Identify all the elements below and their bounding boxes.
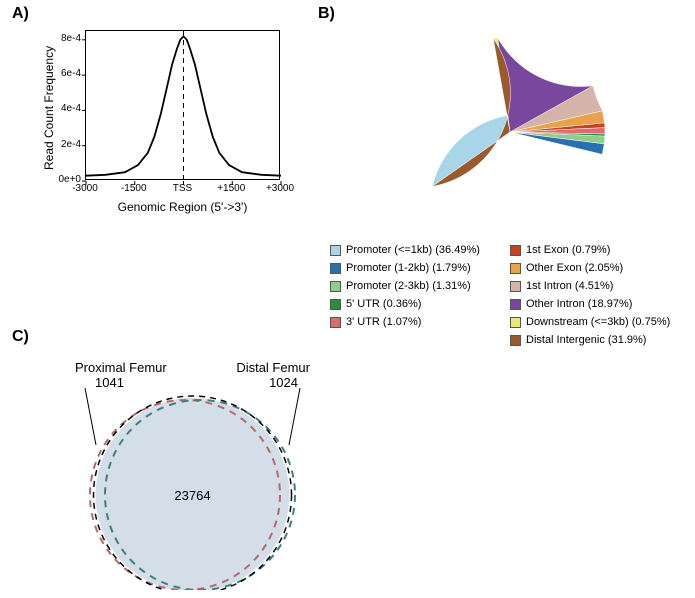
venn-holder: Proximal Femur Distal Femur 1041 1024 23764 [50,360,330,590]
legend-swatch [330,281,341,292]
legend-text: Promoter (2-3kb) (1.31%) [346,280,471,292]
legend-item: Promoter (2-3kb) (1.31%) [330,278,510,294]
venn-intersection: 23764 [174,488,210,503]
legend-text: Other Exon (2.05%) [526,262,623,274]
legend-item: 1st Intron (4.51%) [510,278,680,294]
legend-swatch [510,281,521,292]
legend-swatch [330,245,341,256]
legend-item: Other Intron (18.97%) [510,296,680,312]
legend-text: Promoter (1-2kb) (1.79%) [346,262,471,274]
legend-col-right: 1st Exon (0.79%) Other Exon (2.05%) 1st In… [510,242,680,348]
panel-a-label: A) [12,5,29,23]
legend-swatch [510,263,521,274]
legend-item: Downstream (<=3kb) (0.75%) [510,314,680,330]
panel-c: Proximal Femur Distal Femur 1041 1024 23764 [20,340,350,590]
legend-text: Promoter (<=1kb) (36.49%) [346,244,480,256]
xtick: -1500 [121,183,147,194]
panel-a-xlabel: Genomic Region (5'->3') [85,200,280,214]
panel-a: Read Count Frequency 0e+02e-44e-46e-48e-… [30,20,300,230]
xtick: -3000 [72,183,98,194]
legend-item: Promoter (<=1kb) (36.49%) [330,242,510,258]
venn-svg: Proximal Femur Distal Femur 1041 1024 23764 [50,360,330,590]
legend-swatch [330,299,341,310]
legend-text: Downstream (<=3kb) (0.75%) [526,316,670,328]
pie-holder [410,32,610,232]
venn-set1-only: 1041 [95,375,124,390]
legend-text: Distal Intergenic (31.9%) [526,334,646,346]
ytick: 8e-4 [46,33,81,44]
legend-item: Distal Intergenic (31.9%) [510,332,680,348]
legend-swatch [510,245,521,256]
venn-set1-name: Proximal Femur [75,360,167,375]
legend-item: Promoter (1-2kb) (1.79%) [330,260,510,276]
pie-legend: Promoter (<=1kb) (36.49%) Promoter (1-2kb… [330,242,680,348]
legend-text: 1st Intron (4.51%) [526,280,613,292]
legend-item: 5' UTR (0.36%) [330,296,510,312]
pie-svg [410,32,610,232]
legend-swatch [510,317,521,328]
panel-a-svg [86,31,281,181]
venn-set2-only: 1024 [269,375,298,390]
legend-item: 3' UTR (1.07%) [330,314,510,330]
legend-col-left: Promoter (<=1kb) (36.49%) Promoter (1-2kb… [330,242,510,348]
legend-swatch [510,299,521,310]
legend-text: 3' UTR (1.07%) [346,316,421,328]
venn-set2-name: Distal Femur [236,360,310,375]
xtick: +1500 [217,183,245,194]
ytick: 4e-4 [46,103,81,114]
panel-b: Promoter (<=1kb) (36.49%) Promoter (1-2kb… [330,12,680,322]
ytick: 2e-4 [46,139,81,150]
xtick: +3000 [266,183,294,194]
ytick: 6e-4 [46,68,81,79]
panel-a-plotbox [85,30,280,180]
legend-swatch [330,263,341,274]
legend-text: 1st Exon (0.79%) [526,244,610,256]
legend-text: Other Intron (18.97%) [526,298,632,310]
legend-item: 1st Exon (0.79%) [510,242,680,258]
legend-swatch [510,335,521,346]
legend-swatch [330,317,341,328]
legend-text: 5' UTR (0.36%) [346,298,421,310]
legend-item: Other Exon (2.05%) [510,260,680,276]
xtick: TSS [173,183,192,194]
